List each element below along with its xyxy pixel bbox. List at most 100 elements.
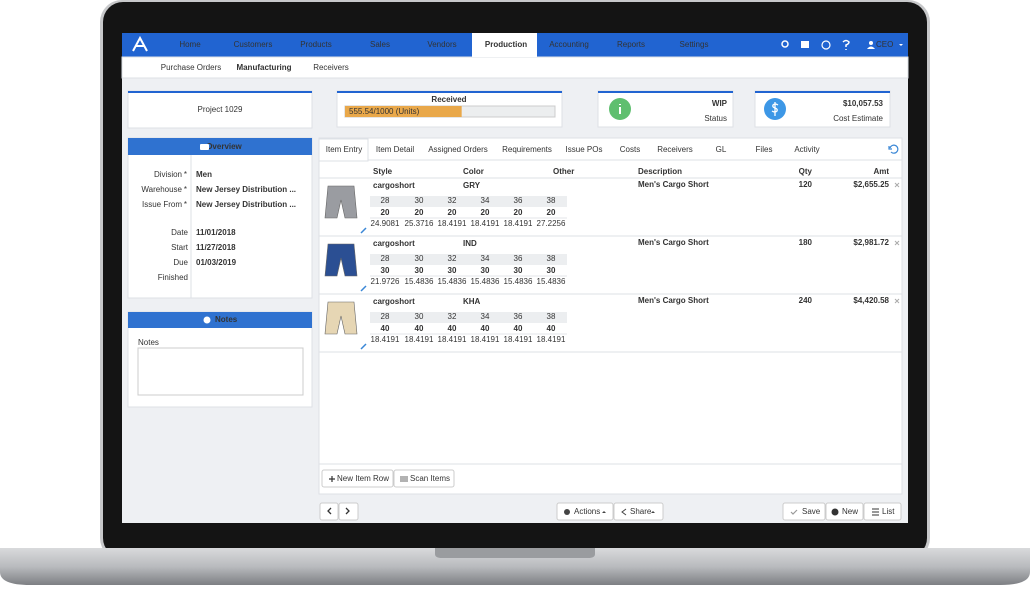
- item-amount: $2,981.72: [853, 238, 889, 247]
- size-qty: 20: [448, 208, 457, 217]
- size-qty: 40: [481, 324, 490, 333]
- item-style: cargoshort: [373, 181, 415, 190]
- gear-icon: [564, 509, 570, 515]
- progress-fill: [345, 106, 462, 117]
- gift-icon[interactable]: [801, 41, 809, 48]
- notes-label: Notes: [138, 338, 159, 347]
- user-icon: [869, 41, 873, 45]
- column-header: Description: [638, 167, 682, 176]
- item-style: cargoshort: [373, 297, 415, 306]
- size-cost: 21.9726: [371, 277, 400, 286]
- size-cost: 18.4191: [471, 335, 500, 344]
- size-qty: 20: [514, 208, 523, 217]
- history-icon[interactable]: [888, 144, 899, 154]
- sub-nav-item[interactable]: Purchase Orders: [161, 63, 221, 72]
- item-color: IND: [463, 239, 477, 248]
- list-button[interactable]: [863, 502, 902, 521]
- nav-item[interactable]: Reports: [617, 40, 645, 49]
- size-qty: 20: [415, 208, 424, 217]
- new-button-label[interactable]: New: [842, 507, 858, 516]
- sub-nav-item[interactable]: Manufacturing: [236, 63, 291, 72]
- nav-item[interactable]: Sales: [370, 40, 390, 49]
- new-row-button-label[interactable]: New Item Row: [337, 474, 389, 483]
- overview-panel: [127, 137, 313, 299]
- column-header: Other: [553, 167, 574, 176]
- size: 36: [514, 254, 523, 263]
- item-qty: 240: [799, 296, 813, 305]
- logo: [132, 35, 148, 52]
- new-button[interactable]: [825, 502, 864, 521]
- field-value: New Jersey Distribution ...: [196, 185, 296, 194]
- globe-icon[interactable]: [821, 40, 831, 50]
- sub-nav-item[interactable]: Receivers: [313, 63, 349, 72]
- remove-icon[interactable]: [894, 298, 900, 304]
- size-header-bg: [370, 196, 567, 207]
- project-card: [127, 90, 313, 129]
- nav-item[interactable]: Customers: [234, 40, 273, 49]
- item-amount: $4,420.58: [853, 296, 889, 305]
- size: 38: [547, 312, 556, 321]
- share-icon: [621, 508, 627, 516]
- tab[interactable]: Activity: [794, 145, 819, 154]
- tab[interactable]: Item Entry: [326, 145, 362, 154]
- prev-icon: [327, 507, 332, 515]
- required-mark: *: [184, 185, 187, 194]
- edit-icon[interactable]: [360, 285, 367, 292]
- edit-icon[interactable]: [360, 227, 367, 234]
- size-qty: 30: [514, 266, 523, 275]
- size-qty: 30: [448, 266, 457, 275]
- actions-button[interactable]: [556, 502, 614, 521]
- size-qty: 40: [415, 324, 424, 333]
- card-accent: [755, 91, 890, 93]
- panel-icon: [203, 316, 211, 324]
- tab[interactable]: Files: [756, 145, 773, 154]
- size: 30: [415, 254, 424, 263]
- save-button-label[interactable]: Save: [802, 507, 821, 516]
- nav-item[interactable]: Vendors: [427, 40, 456, 49]
- nav-item[interactable]: Accounting: [549, 40, 589, 49]
- remove-icon[interactable]: [894, 240, 900, 246]
- tab[interactable]: Requirements: [502, 145, 552, 154]
- tab[interactable]: Issue POs: [566, 145, 603, 154]
- field-value: 01/03/2019: [196, 258, 237, 267]
- search-icon[interactable]: [781, 40, 789, 48]
- size: 30: [415, 312, 424, 321]
- size-qty: 30: [481, 266, 490, 275]
- item-qty: 120: [799, 180, 813, 189]
- remove-icon[interactable]: [894, 182, 900, 188]
- list-button-label[interactable]: List: [882, 507, 895, 516]
- column-header: Style: [373, 167, 393, 176]
- tab[interactable]: Assigned Orders: [428, 145, 488, 154]
- user-menu[interactable]: CEO: [876, 40, 893, 49]
- tab[interactable]: Item Detail: [376, 145, 414, 154]
- tab[interactable]: Receivers: [657, 145, 693, 154]
- tab[interactable]: Costs: [620, 145, 640, 154]
- size: 36: [514, 312, 523, 321]
- nav-item[interactable]: Settings: [680, 40, 709, 49]
- size-qty: 20: [481, 208, 490, 217]
- share-button-label[interactable]: Share: [630, 507, 652, 516]
- field-label: Warehouse: [141, 185, 182, 194]
- column-header: Amt: [873, 167, 889, 176]
- actions-button-label[interactable]: Actions: [574, 507, 600, 516]
- nav-item[interactable]: Production: [485, 40, 527, 49]
- scan-button[interactable]: [393, 469, 455, 488]
- size-cost: 18.4191: [537, 335, 566, 344]
- nav-item[interactable]: Home: [179, 40, 201, 49]
- help-icon[interactable]: [842, 39, 850, 51]
- item-description: Men's Cargo Short: [638, 238, 709, 247]
- tab[interactable]: GL: [716, 145, 727, 154]
- notes-textarea[interactable]: [137, 347, 304, 396]
- edit-icon[interactable]: [360, 343, 367, 350]
- save-button[interactable]: [782, 502, 826, 521]
- scan-button-label[interactable]: Scan Items: [410, 474, 450, 483]
- nav-item[interactable]: Products: [300, 40, 332, 49]
- size: 30: [415, 196, 424, 205]
- share-button[interactable]: [613, 502, 664, 521]
- status-label: Status: [704, 114, 727, 123]
- size-cost: 18.4191: [471, 219, 500, 228]
- new-row-button[interactable]: [321, 469, 394, 488]
